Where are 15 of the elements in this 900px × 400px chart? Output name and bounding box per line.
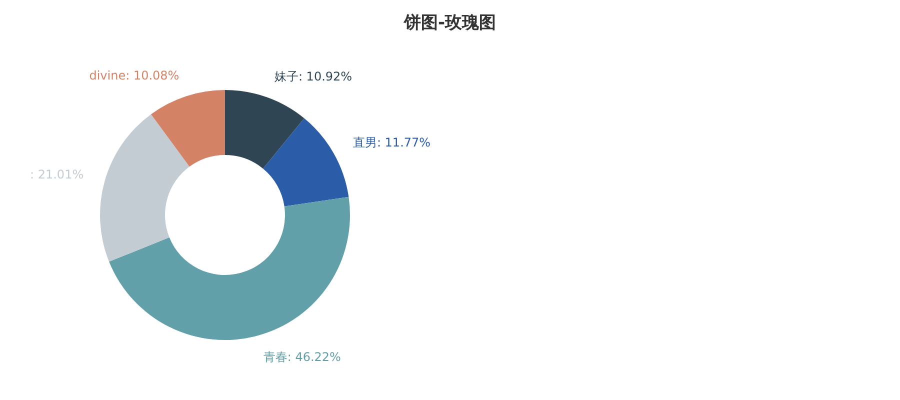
data-label: : 21.01% — [30, 168, 84, 182]
slice-label: 妹子 — [274, 70, 298, 84]
donut-slice — [263, 118, 349, 206]
data-label: : 10.08% — [126, 68, 180, 82]
data-label: : 10.92% — [298, 70, 352, 84]
donut-slice — [151, 90, 225, 167]
slice-label: 直男 — [352, 136, 377, 150]
data-label: : 46.22% — [287, 350, 341, 364]
slice-label: 青春 — [263, 350, 288, 364]
data-label: : 11.77% — [376, 136, 431, 150]
slice-label: divine — [89, 68, 126, 82]
donut-slice — [100, 114, 190, 262]
donut-slice — [225, 90, 304, 169]
donut-slice — [109, 196, 350, 340]
chart-title: 饼图-玫瑰图 — [402, 13, 496, 33]
